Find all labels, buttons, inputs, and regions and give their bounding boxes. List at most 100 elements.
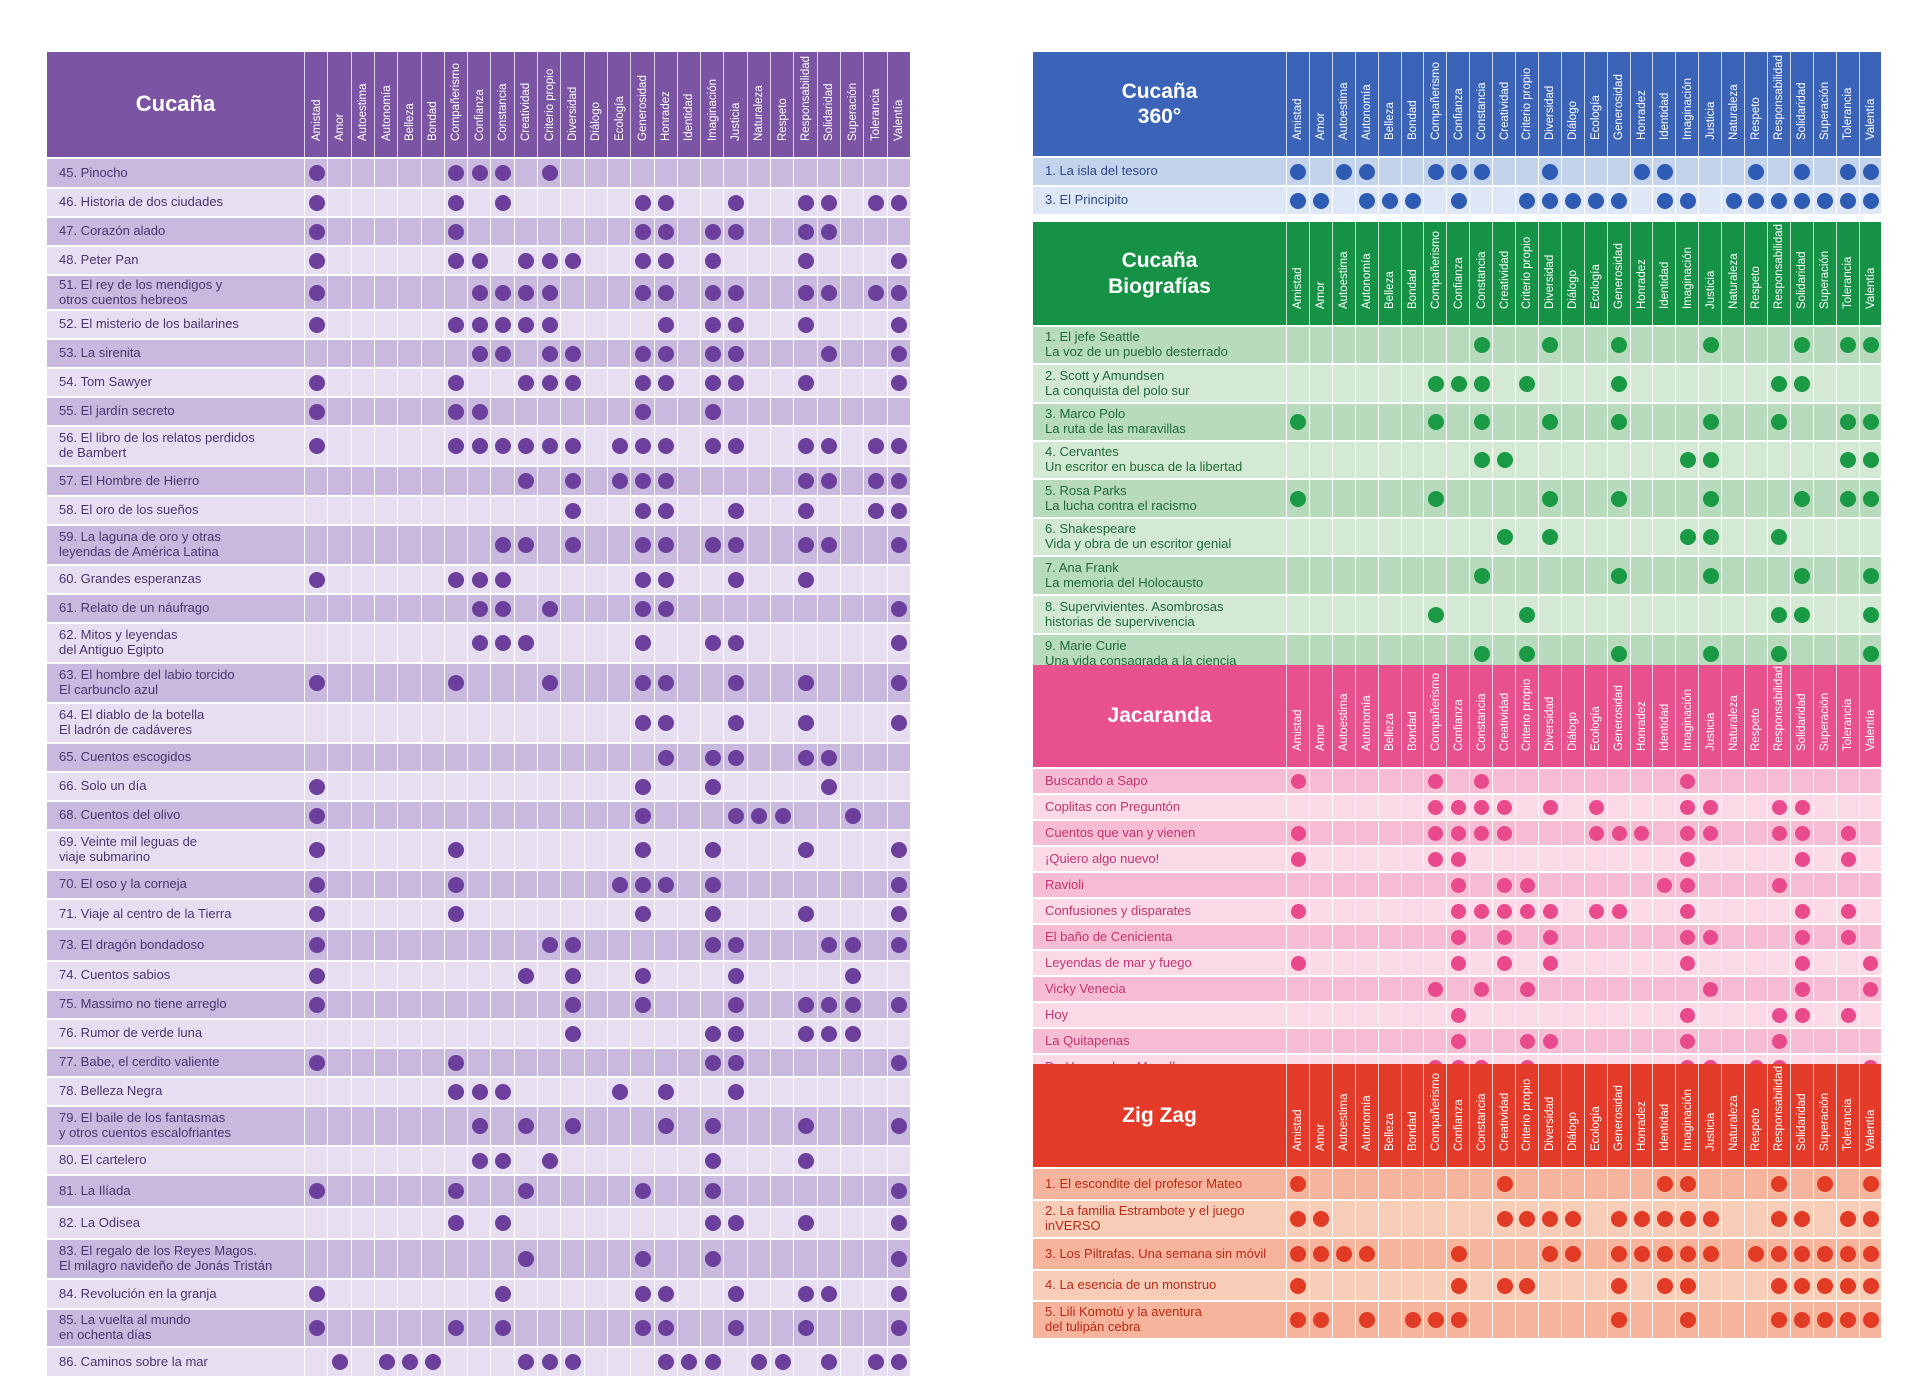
mark-dot — [867, 1354, 884, 1370]
cell-bondad — [420, 526, 444, 564]
mark-dot — [1519, 375, 1536, 392]
cell-honradez — [1629, 795, 1653, 819]
table-header: Cucaña Amistad Amor Autoestima Autonomía Bell… — [47, 52, 910, 157]
mark-dot — [891, 715, 908, 731]
cell-valentia — [886, 962, 910, 989]
cell-amor — [327, 276, 350, 309]
cell-bondad — [1400, 187, 1424, 214]
column-label: Amistad — [1292, 1109, 1305, 1151]
cell-amor — [327, 311, 350, 338]
row-title: 81. La Ilíada — [47, 1176, 304, 1206]
cell-dialogo — [583, 369, 607, 396]
row-title-line: Una vida consagrada a la ciencia — [1045, 652, 1237, 668]
mark-dot — [564, 937, 581, 953]
cell-superacion — [1812, 187, 1836, 214]
cell-honradez — [1629, 1201, 1653, 1237]
cell-amistad — [304, 427, 327, 465]
cell-constancia — [1469, 1003, 1492, 1027]
cell-criterio-propio — [1515, 596, 1538, 633]
mark-dot — [1794, 1312, 1811, 1328]
cell-dialogo — [583, 595, 607, 622]
cell-imaginacion — [700, 398, 723, 425]
cell-honradez — [1629, 635, 1653, 672]
column-label: Amor — [1315, 1123, 1328, 1151]
cell-tolerancia — [1835, 1239, 1859, 1269]
cell-naturaleza — [1721, 557, 1744, 594]
cell-generosidad — [630, 340, 653, 367]
mark-dot — [1771, 825, 1787, 841]
cell-companerismo — [443, 871, 467, 898]
table-row: Cuentos que van y vienen — [1033, 821, 1882, 845]
cell-amistad — [1286, 404, 1309, 440]
row-title: 3. El Principito — [1033, 187, 1286, 214]
row-title-line: 65. Cuentos escogidos — [59, 749, 192, 765]
mark-dot — [821, 778, 838, 795]
cell-justicia — [1698, 404, 1721, 440]
mark-dot — [1473, 645, 1490, 662]
cell-autonomia — [373, 276, 397, 309]
cell-creatividad — [1492, 1271, 1515, 1300]
cell-belleza — [1377, 925, 1401, 949]
cell-valentia — [886, 624, 910, 662]
cell-creatividad — [1492, 795, 1515, 819]
cell-bondad — [1400, 557, 1424, 594]
cell-criterio-propio — [537, 159, 560, 187]
cell-amistad — [1286, 1169, 1309, 1199]
cell-honradez — [1629, 327, 1653, 363]
column-label: Generosidad — [1613, 74, 1626, 140]
mark-dot — [1519, 606, 1536, 623]
cell-honradez — [1629, 442, 1653, 478]
cell-belleza — [397, 802, 420, 829]
cell-criterio-propio — [537, 1049, 560, 1076]
cell-ecologia — [1583, 795, 1607, 819]
cell-belleza — [397, 1240, 420, 1278]
cell-dialogo — [1560, 899, 1584, 923]
column-header-dialogo: Diálogo — [583, 52, 608, 157]
cell-valentia — [1858, 1169, 1882, 1199]
cell-solidaridad — [1789, 925, 1813, 949]
cell-responsabilidad — [793, 159, 816, 187]
column-label: Bondad — [1406, 269, 1419, 309]
table-row: Coplitas con Preguntón — [1033, 795, 1882, 819]
cell-amor — [1308, 821, 1332, 845]
mark-dot — [1565, 1246, 1582, 1262]
column-label: Autonomía — [1361, 253, 1374, 309]
column-label: Tolerancia — [1842, 1098, 1855, 1151]
row-title: 53. La sirenita — [47, 340, 304, 367]
cell-belleza — [397, 218, 420, 245]
cell-diversidad — [1537, 158, 1561, 185]
mark-dot — [1290, 955, 1306, 971]
cell-autoestima — [1331, 873, 1355, 897]
mark-dot — [471, 1118, 488, 1134]
cell-honradez — [1629, 977, 1653, 1001]
cell-justicia — [723, 1147, 746, 1174]
mark-dot — [1451, 1033, 1467, 1049]
cell-amistad — [1286, 1271, 1309, 1300]
row-title-line: 45. Pinocho — [59, 164, 128, 180]
mark-dot — [634, 438, 651, 454]
cell-amistad — [1286, 977, 1309, 1001]
cell-imaginacion — [700, 369, 723, 396]
cell-amistad — [304, 566, 327, 593]
cell-respeto — [770, 1107, 793, 1145]
cell-generosidad — [1606, 1169, 1630, 1199]
cell-solidaridad — [816, 1348, 840, 1376]
cell-confianza — [467, 744, 490, 771]
mark-dot — [634, 1286, 651, 1302]
row-title-line: La conquista del polo sur — [1045, 382, 1190, 398]
cell-confianza — [1446, 187, 1469, 214]
cell-amor — [327, 930, 350, 960]
cell-superacion — [1812, 1271, 1836, 1300]
mark-dot — [1519, 192, 1536, 209]
cell-imaginacion — [700, 900, 723, 928]
mark-dot — [518, 1183, 535, 1199]
cell-diversidad — [1537, 821, 1561, 845]
cell-ecologia — [1583, 327, 1607, 363]
cell-belleza — [397, 1147, 420, 1174]
row-title-line: 7. Ana Frank — [1045, 559, 1119, 575]
cell-companerismo — [443, 991, 467, 1018]
mark-dot — [1451, 851, 1467, 867]
cell-naturaleza — [1721, 365, 1744, 402]
column-header-generosidad: Generosidad — [1606, 1064, 1631, 1167]
cell-criterio-propio — [1515, 404, 1538, 440]
